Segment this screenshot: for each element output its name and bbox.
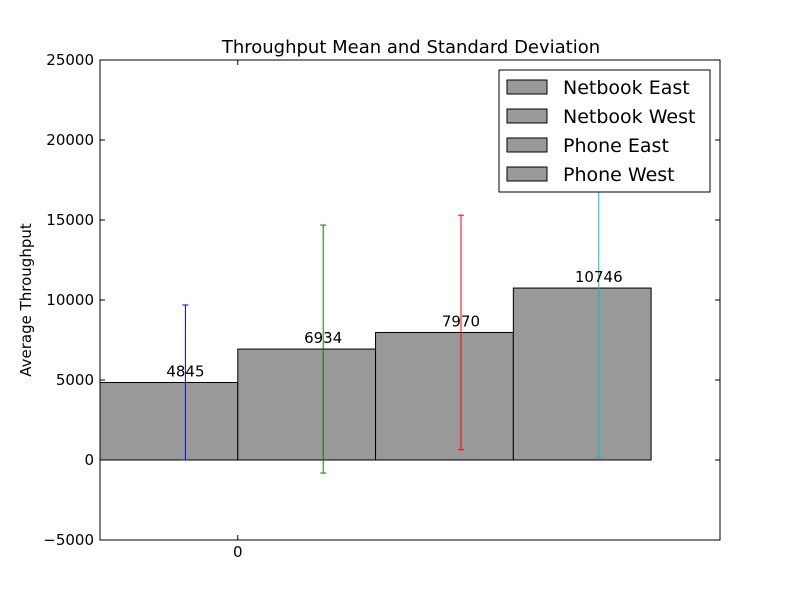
legend-label-1: Netbook West (563, 106, 695, 128)
y-tick-label-4: 15000 (46, 211, 94, 229)
legend-swatch-2 (506, 137, 548, 153)
error-bar-1 (320, 224, 327, 474)
bar-0 (99, 381, 239, 461)
bar-2 (375, 331, 514, 461)
legend-swatch-1 (506, 108, 548, 124)
bar-1 (237, 348, 377, 461)
legend-swatch-0 (506, 79, 548, 95)
error-bar-0 (182, 304, 189, 461)
data-labels-layer: 4845 6934 7970 10746 (166, 268, 622, 380)
error-bar-2 (457, 214, 464, 451)
bar-value-label-0: 4845 (166, 362, 204, 380)
bar-value-label-1: 6934 (304, 329, 342, 347)
legend-label-0: Netbook East (563, 77, 690, 99)
legend-item-2: Phone East (506, 135, 669, 157)
y-tick-label-6: 25000 (46, 51, 94, 69)
legend-item-0: Netbook East (506, 77, 690, 99)
y-axis-title: Average Throughput (17, 223, 35, 377)
legend-swatch-3 (506, 166, 548, 182)
y-tick-label-0: −5000 (43, 531, 94, 549)
legend-item-3: Phone West (506, 164, 675, 186)
bar-value-label-2: 7970 (442, 312, 480, 330)
bar-value-label-3: 10746 (575, 268, 623, 286)
x-tick-label-0: 0 (233, 543, 243, 561)
bars-layer (99, 287, 652, 461)
legend: Netbook East Netbook West Phone East Phone … (498, 69, 711, 193)
y-tick-label-3: 10000 (46, 291, 94, 309)
y-tick-label-5: 20000 (46, 131, 94, 149)
chart-title: Throughput Mean and Standard Deviation (221, 37, 600, 58)
y-tick-label-1: 0 (84, 451, 94, 469)
legend-label-2: Phone East (563, 135, 669, 157)
legend-label-3: Phone West (563, 164, 675, 186)
legend-item-1: Netbook West (506, 106, 695, 128)
bar-3 (512, 287, 652, 461)
axis-ticks: −5000 0 5000 10000 15000 20000 25000 0 (43, 51, 720, 561)
y-tick-label-2: 5000 (56, 371, 94, 389)
